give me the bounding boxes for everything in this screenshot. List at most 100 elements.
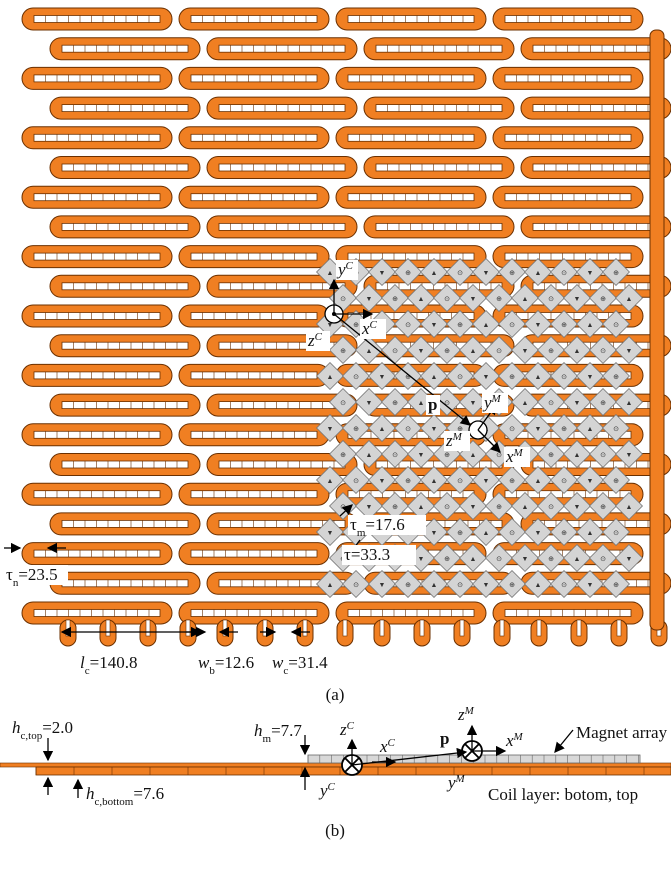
magnet-symbol: ▼ bbox=[418, 555, 425, 563]
coil-top bbox=[0, 763, 671, 767]
coil-slot bbox=[191, 194, 317, 201]
coil-slot bbox=[219, 164, 345, 171]
value: =23.5 bbox=[18, 565, 57, 584]
coil-end-slot bbox=[263, 620, 267, 636]
value: =140.8 bbox=[90, 653, 138, 672]
sup: M bbox=[452, 431, 463, 443]
magnet-symbol: ⊕ bbox=[496, 295, 502, 303]
magnet-symbol: ⊙ bbox=[600, 347, 606, 355]
magnet-symbol: ▲ bbox=[418, 503, 425, 511]
coil-end-slot bbox=[343, 620, 347, 636]
magnet-symbol: ⊙ bbox=[561, 373, 567, 381]
magnet-symbol: ▲ bbox=[522, 295, 529, 303]
magnet-symbol: ⊕ bbox=[392, 399, 398, 407]
magnet-symbol: ▼ bbox=[470, 399, 477, 407]
coil-slot bbox=[219, 223, 345, 230]
magnet-symbol: ⊙ bbox=[509, 425, 515, 433]
label: xM bbox=[505, 731, 524, 750]
magnet-symbol: ⊙ bbox=[457, 373, 463, 381]
magnet-symbol: ▼ bbox=[366, 399, 373, 407]
magnet-symbol: ⊙ bbox=[457, 477, 463, 485]
coil-slot bbox=[34, 491, 160, 498]
coil-slot bbox=[62, 105, 188, 112]
coil-slot bbox=[62, 520, 188, 527]
magnet-symbol: ▼ bbox=[431, 321, 438, 329]
magnet-symbol: ⊕ bbox=[405, 581, 411, 589]
label: yM bbox=[446, 773, 466, 792]
coil-end-slot bbox=[106, 620, 110, 636]
coil-end-slot bbox=[380, 620, 384, 636]
magnet-symbol: ⊕ bbox=[613, 373, 619, 381]
symbol: y bbox=[446, 773, 456, 792]
magnet-symbol: ⊕ bbox=[613, 477, 619, 485]
coil-slot bbox=[191, 431, 317, 438]
coil-slot bbox=[191, 550, 317, 557]
coil-slot bbox=[376, 223, 502, 230]
magnet-symbol: ▼ bbox=[522, 555, 529, 563]
coil-slot bbox=[191, 75, 317, 82]
magnet-symbol: ▼ bbox=[431, 529, 438, 537]
coil-slot bbox=[34, 75, 160, 82]
magnet-symbol: ⊕ bbox=[548, 451, 554, 459]
magnet-symbol: ▼ bbox=[587, 269, 594, 277]
magnet-symbol: ⊙ bbox=[613, 321, 619, 329]
sup: M bbox=[491, 393, 502, 405]
coil-slot bbox=[219, 45, 345, 52]
magnet-symbol: ⊕ bbox=[496, 503, 502, 511]
magnet-symbol: ▼ bbox=[327, 425, 334, 433]
magnet-symbol: ⊕ bbox=[548, 555, 554, 563]
symbol: w bbox=[198, 653, 210, 672]
magnet-symbol: ⊙ bbox=[548, 503, 554, 511]
magnet-symbol: ▼ bbox=[574, 399, 581, 407]
magnet-symbol: ⊕ bbox=[548, 347, 554, 355]
value: =12.6 bbox=[215, 653, 254, 672]
magnet-symbol: ⊙ bbox=[548, 399, 554, 407]
magnet-symbol: ⊕ bbox=[353, 321, 359, 329]
coil-slot bbox=[348, 610, 474, 617]
magnet-symbol: ▲ bbox=[574, 555, 581, 563]
magnet-symbol: ▲ bbox=[431, 373, 438, 381]
coil-slot bbox=[348, 75, 474, 82]
coil-slot bbox=[191, 16, 317, 23]
magnet-symbol: ▲ bbox=[327, 581, 334, 589]
sub: c,top bbox=[21, 730, 43, 742]
coil-slot bbox=[34, 134, 160, 141]
coil-slot bbox=[533, 164, 659, 171]
magnet-symbol: ⊙ bbox=[496, 347, 502, 355]
magnet-symbol: ⊙ bbox=[340, 399, 346, 407]
magnet-symbol: ▲ bbox=[535, 581, 542, 589]
sup: M bbox=[464, 705, 475, 717]
coil-slot bbox=[219, 402, 345, 409]
coil-slot bbox=[191, 253, 317, 260]
coil-slot bbox=[191, 134, 317, 141]
magnet-symbol: ⊙ bbox=[405, 425, 411, 433]
magnet-symbol: ▼ bbox=[574, 295, 581, 303]
coil-end-slot bbox=[500, 620, 504, 636]
coil-slot bbox=[505, 75, 631, 82]
magnet-symbol: ⊕ bbox=[444, 555, 450, 563]
coil-slot bbox=[533, 105, 659, 112]
magnet-symbol: ▼ bbox=[327, 529, 334, 537]
coil-slot bbox=[62, 223, 188, 230]
sup: C bbox=[346, 260, 354, 272]
coil-end-slot bbox=[146, 620, 150, 636]
magnet-symbol: ⊙ bbox=[353, 373, 359, 381]
magnet-symbol: ⊕ bbox=[392, 503, 398, 511]
coil-slot bbox=[533, 223, 659, 230]
magnet-symbol: ▲ bbox=[587, 425, 594, 433]
magnet-symbol: ⊕ bbox=[392, 295, 398, 303]
label: wb=12.6 bbox=[198, 653, 254, 677]
magnet-symbol: ⊕ bbox=[340, 347, 346, 355]
magnet-symbol: ⊕ bbox=[405, 477, 411, 485]
magnet-symbol: ▼ bbox=[418, 347, 425, 355]
coil-end-slot bbox=[223, 620, 227, 636]
magnet-symbol: ▼ bbox=[626, 555, 633, 563]
magnet-symbol: ⊕ bbox=[600, 399, 606, 407]
magnet-symbol: ▼ bbox=[535, 529, 542, 537]
magnet-symbol: ▲ bbox=[574, 347, 581, 355]
magnet-symbol: ▼ bbox=[431, 425, 438, 433]
coil-end-slot bbox=[186, 620, 190, 636]
coil-slot bbox=[348, 16, 474, 23]
magnet-symbol: ⊕ bbox=[509, 581, 515, 589]
magnet-symbol: ⊙ bbox=[444, 295, 450, 303]
